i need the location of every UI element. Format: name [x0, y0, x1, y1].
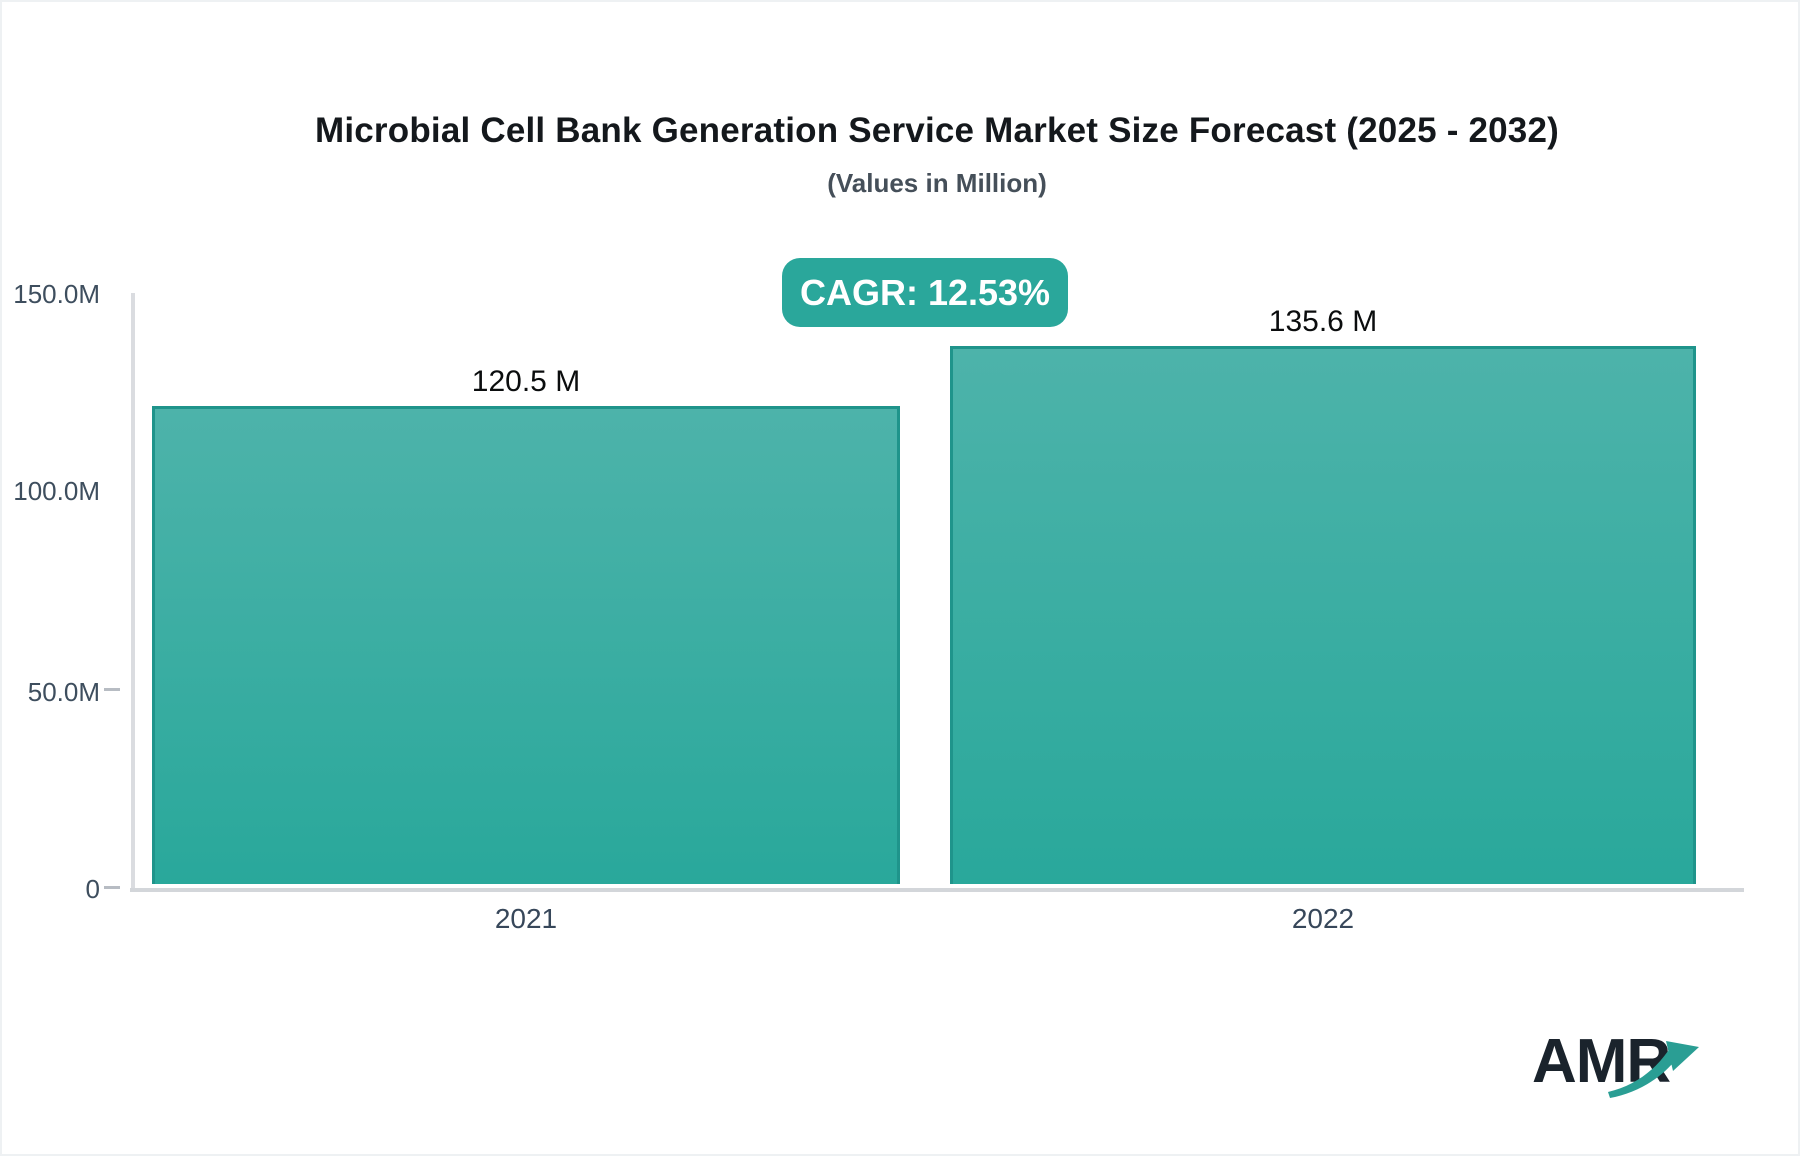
y-axis-tick-label: 0 — [85, 874, 100, 904]
amr-logo: AMR — [1532, 1026, 1762, 1116]
bar-2022[interactable]: 135.6 M — [950, 305, 1696, 884]
y-axis-tick-mark — [104, 886, 120, 889]
growth-arrow-icon — [1608, 1041, 1699, 1098]
cagr-badge: CAGR: 12.53% — [782, 258, 1068, 327]
bar-2021[interactable]: 120.5 M — [152, 365, 900, 884]
y-axis-tick-label: 100.0M — [13, 476, 100, 506]
x-axis-category-label: 2021 — [494, 903, 558, 934]
bar-value-label: 135.6 M — [1268, 305, 1378, 338]
y-axis-tick-label: 50.0M — [27, 677, 100, 707]
amr-logo-text: AMR — [1532, 1027, 1671, 1096]
y-axis-line — [131, 293, 135, 892]
bar-value-label: 120.5 M — [471, 365, 581, 398]
y-axis-tick-mark — [104, 688, 120, 691]
chart-header: Microbial Cell Bank Generation Service M… — [72, 2, 1798, 199]
chart-subtitle: (Values in Million) — [827, 168, 1047, 198]
y-axis-tick-label: 150.0M — [13, 279, 100, 309]
x-axis-category-label: 2022 — [1291, 903, 1355, 934]
x-axis-line — [130, 888, 1744, 892]
chart-title: Microbial Cell Bank Generation Service M… — [314, 111, 1559, 150]
